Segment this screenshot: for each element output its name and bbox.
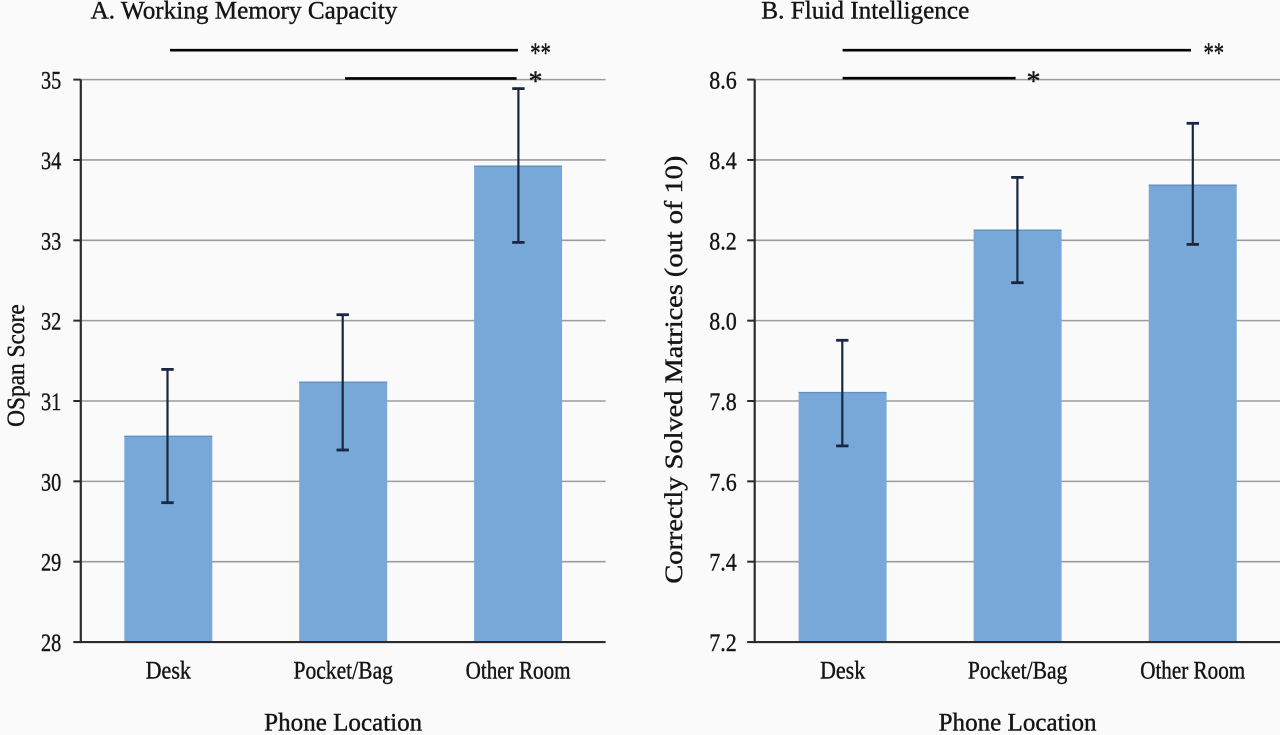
svg-text:Pocket/Bag: Pocket/Bag [293, 658, 393, 685]
svg-text:Desk: Desk [146, 658, 192, 685]
svg-text:Other Room: Other Room [1140, 658, 1245, 685]
svg-text:*: * [529, 66, 543, 97]
svg-text:**: ** [1204, 38, 1225, 69]
svg-text:35: 35 [41, 68, 61, 95]
svg-text:34: 34 [41, 148, 62, 175]
svg-text:32: 32 [41, 309, 61, 336]
svg-text:Phone Location: Phone Location [939, 710, 1097, 735]
svg-text:Phone Location: Phone Location [264, 710, 422, 735]
svg-text:Correctly Solved Matrices (out: Correctly Solved Matrices (out of 10) [661, 156, 688, 584]
svg-text:8.0: 8.0 [709, 309, 737, 336]
svg-text:7.8: 7.8 [709, 389, 737, 416]
svg-text:7.6: 7.6 [709, 469, 737, 496]
svg-text:B. Fluid Intelligence: B. Fluid Intelligence [761, 0, 969, 24]
svg-text:**: ** [530, 38, 551, 69]
svg-text:Pocket/Bag: Pocket/Bag [968, 658, 1068, 685]
svg-text:A. Working Memory Capacity: A. Working Memory Capacity [91, 0, 398, 24]
svg-text:8.2: 8.2 [709, 228, 737, 255]
svg-text:31: 31 [41, 389, 61, 416]
svg-text:30: 30 [41, 469, 61, 496]
svg-text:*: * [1027, 66, 1041, 97]
svg-text:Other Room: Other Room [466, 658, 571, 685]
svg-text:33: 33 [41, 228, 61, 255]
svg-text:8.4: 8.4 [709, 148, 737, 175]
svg-text:29: 29 [41, 550, 61, 577]
svg-text:8.6: 8.6 [709, 68, 737, 95]
svg-text:OSpan Score: OSpan Score [3, 304, 30, 427]
svg-text:28: 28 [41, 630, 61, 657]
svg-text:7.4: 7.4 [709, 550, 737, 577]
svg-text:Desk: Desk [820, 658, 866, 685]
svg-text:7.2: 7.2 [709, 630, 737, 657]
